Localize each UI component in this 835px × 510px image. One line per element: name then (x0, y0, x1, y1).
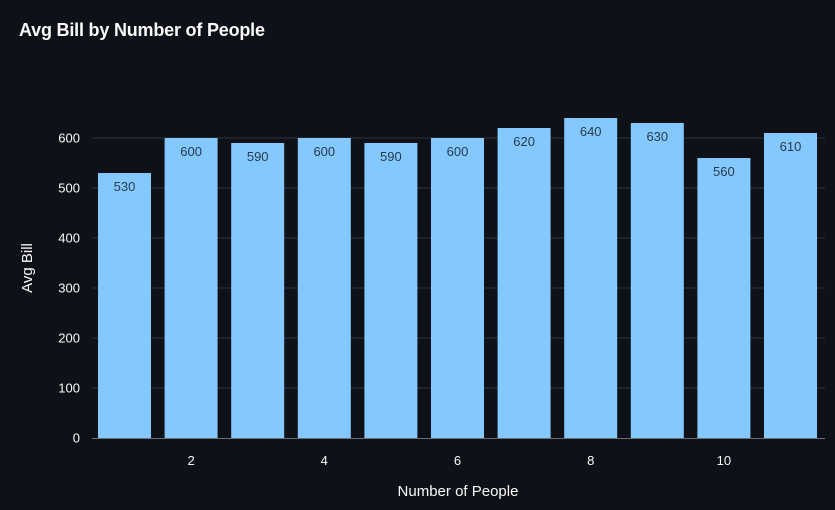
bar (297, 138, 351, 438)
chart-title: Avg Bill by Number of People (19, 20, 265, 40)
y-tick-label: 600 (58, 131, 80, 146)
bar (431, 138, 484, 438)
bar-value-label: 600 (180, 144, 202, 159)
bar (364, 143, 418, 438)
y-tick-label: 0 (73, 431, 80, 446)
bar-value-label: 530 (114, 179, 136, 194)
y-tick-label: 400 (58, 231, 80, 246)
bar (630, 123, 684, 438)
y-tick-label: 200 (58, 331, 80, 346)
bar (564, 118, 618, 438)
bar-value-label: 620 (513, 134, 535, 149)
bar (164, 138, 218, 438)
bar-value-label: 560 (713, 164, 735, 179)
x-tick-label: 6 (454, 453, 461, 468)
bar-value-label: 610 (780, 139, 802, 154)
bar-value-label: 630 (646, 129, 668, 144)
y-tick-label: 300 (58, 281, 80, 296)
x-tick-label: 2 (187, 453, 194, 468)
y-tick-labels: 0 100 200 300 400 500 600 (58, 131, 80, 446)
bar-value-label: 590 (380, 149, 402, 164)
bar-value-label: 640 (580, 124, 602, 139)
bar-value-label: 600 (313, 144, 335, 159)
x-tick-label: 10 (717, 453, 731, 468)
bars (98, 118, 817, 438)
bar-value-label: 600 (447, 144, 469, 159)
data-labels: 530 600 590 600 590 600 620 640 630 560 610 (114, 124, 802, 194)
bar (697, 158, 751, 438)
y-axis-title: Avg Bill (19, 243, 36, 293)
x-axis-title: Number of People (398, 483, 519, 500)
y-tick-label: 100 (58, 381, 80, 396)
y-tick-label: 500 (58, 181, 80, 196)
bar (764, 133, 817, 438)
x-tick-label: 4 (321, 453, 328, 468)
x-tick-labels: 2 4 6 8 10 (187, 453, 731, 468)
bar (231, 143, 285, 438)
bar-value-label: 590 (247, 149, 269, 164)
x-tick-label: 8 (587, 453, 594, 468)
bar (98, 173, 151, 438)
bar (497, 128, 551, 438)
